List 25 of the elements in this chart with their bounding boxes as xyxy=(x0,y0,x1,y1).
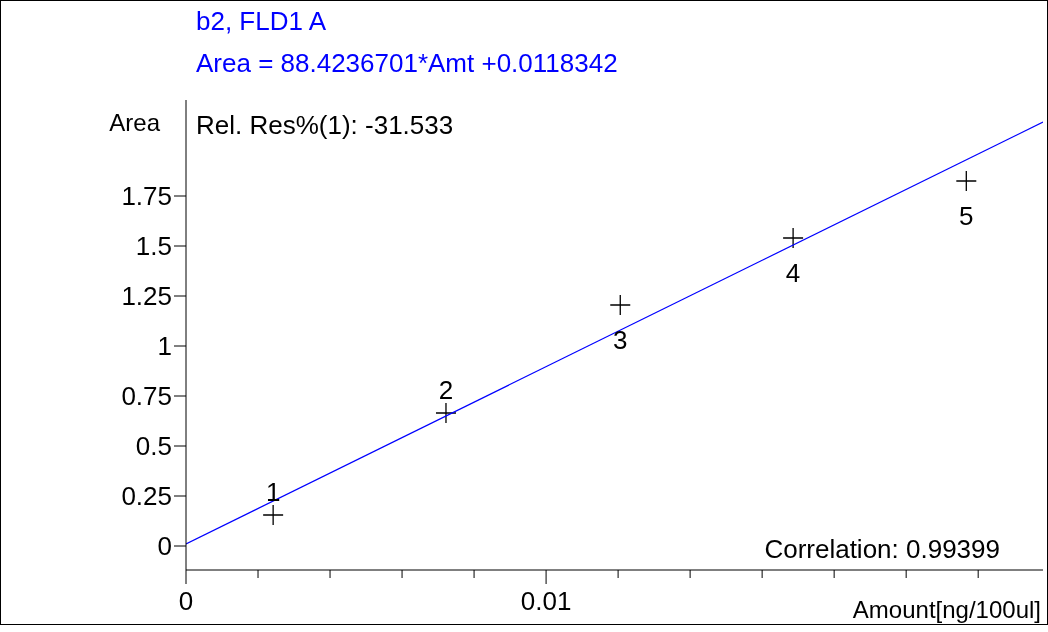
annotation: 1 xyxy=(265,477,281,507)
chart-title: b2, FLD1 A xyxy=(196,6,327,36)
point xyxy=(262,504,284,526)
annotation: Rel. Res%(1): -31.533 xyxy=(196,110,454,140)
y-tick-label: 1.25 xyxy=(121,281,172,311)
annotation: 5 xyxy=(959,201,974,231)
annotation: 4 xyxy=(785,258,801,288)
point xyxy=(609,294,631,316)
y-axis-title: Area xyxy=(109,109,161,136)
y-tick-label: 0.75 xyxy=(121,381,172,411)
point xyxy=(955,170,977,192)
annotation: 3 xyxy=(613,325,628,355)
y-tick-label: 0 xyxy=(157,531,172,561)
chart-subtitle: Area = 88.4236701*Amt +0.0118342 xyxy=(196,48,618,78)
y-tick-label: 1 xyxy=(157,331,172,361)
y-tick-label: 0.5 xyxy=(135,431,172,461)
point xyxy=(782,227,804,249)
y-tick-label: 1.5 xyxy=(135,231,172,261)
x-axis-title: Amount[ng/100ul] xyxy=(852,596,1041,623)
x-tick-label: 0.01 xyxy=(520,586,572,616)
y-tick-label: 0.25 xyxy=(121,481,172,511)
annotation: Correlation: 0.99399 xyxy=(764,534,1000,564)
annotation: 2 xyxy=(438,375,454,405)
y-tick-label: 1.75 xyxy=(121,181,172,211)
point xyxy=(435,402,457,424)
